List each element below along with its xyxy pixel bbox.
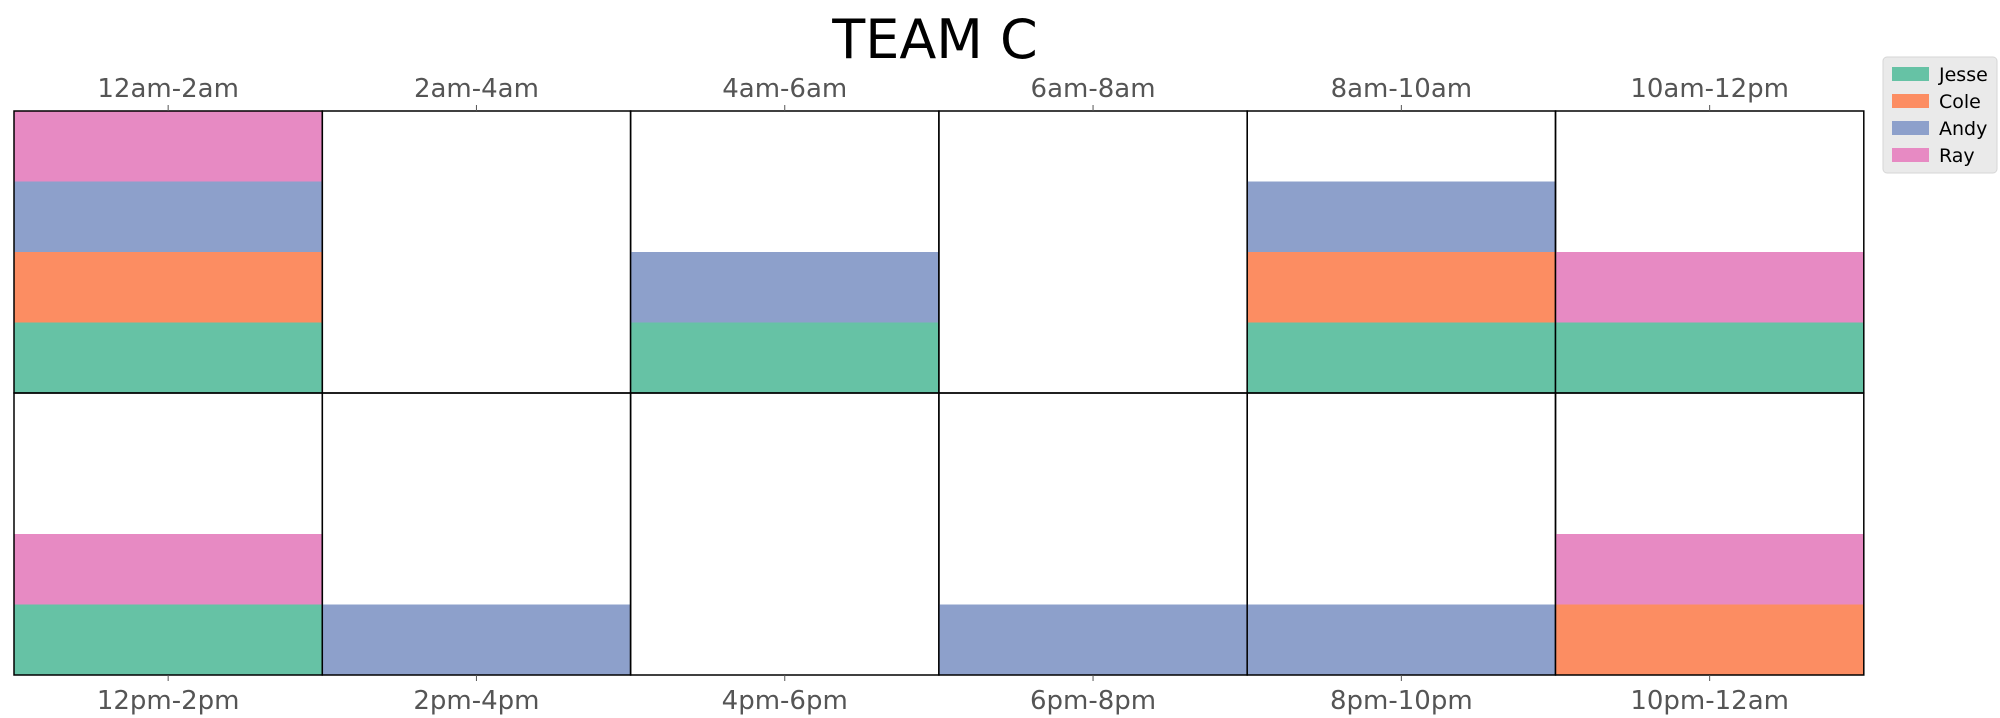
legend-swatch-jesse <box>1892 67 1929 81</box>
bar-segment-bottom-4-andy <box>938 604 1248 675</box>
legend-swatch-andy <box>1892 121 1929 135</box>
tick-label-top-5: 8am-10am <box>1331 74 1473 104</box>
tick-label-bottom-3: 4pm-6pm <box>722 686 848 716</box>
bar-segment-top-3-jesse <box>630 322 939 393</box>
bar-segment-bottom-1-ray <box>14 534 323 605</box>
bar-segment-top-1-jesse <box>14 322 323 393</box>
bar-segment-top-1-ray <box>14 111 323 182</box>
tick-label-top-4: 6am-8am <box>1031 74 1156 104</box>
bar-segment-top-1-andy <box>14 181 323 252</box>
bar-segment-top-6-ray <box>1555 252 1864 323</box>
tick-label-top-1: 12am-2am <box>97 74 239 104</box>
legend: Jesse Cole Andy Ray <box>1882 56 1998 174</box>
bar-segment-top-6-jesse <box>1555 322 1864 393</box>
tick-label-bottom-4: 6pm-8pm <box>1030 686 1156 716</box>
legend-label-jesse: Jesse <box>1938 64 1988 86</box>
tick-marks <box>167 105 1711 681</box>
chart-title: TEAM C <box>831 8 1038 71</box>
tick-label-top-3: 4am-6am <box>722 74 847 104</box>
bar-segment-top-3-andy <box>630 252 939 323</box>
legend-label-andy: Andy <box>1939 118 1987 140</box>
plot-cells <box>13 110 1865 676</box>
tick-labels: 12am-2am 2am-4am 4am-6am 6am-8am 8am-10am 10a… <box>97 74 1789 716</box>
bar-segment-top-5-andy <box>1247 181 1556 252</box>
legend-label-ray: Ray <box>1939 145 1975 167</box>
bar-segment-bottom-6-cole <box>1555 604 1864 675</box>
tick-label-bottom-1: 12pm-2pm <box>97 686 240 716</box>
legend-label-cole: Cole <box>1939 91 1981 113</box>
tick-label-bottom-6: 10pm-12am <box>1630 686 1789 716</box>
bar-segment-top-1-cole <box>14 252 323 323</box>
legend-frame <box>1882 56 1998 174</box>
bar-segment-bottom-6-ray <box>1555 534 1864 605</box>
tick-label-top-2: 2am-4am <box>414 74 539 104</box>
legend-swatch-ray <box>1892 148 1929 162</box>
bar-segment-top-5-jesse <box>1247 322 1556 393</box>
cell-border-top-2 <box>321 110 632 394</box>
tick-label-bottom-2: 2pm-4pm <box>413 686 539 716</box>
bar-segment-bottom-1-jesse <box>14 604 323 675</box>
tick-label-top-6: 10am-12pm <box>1630 74 1789 104</box>
bar-segment-top-5-cole <box>1247 252 1556 323</box>
bar-segment-bottom-2-andy <box>322 604 631 675</box>
cell-border-top-4 <box>938 110 1248 394</box>
tick-label-bottom-5: 8pm-10pm <box>1330 686 1473 716</box>
cell-border-bottom-3 <box>629 392 940 676</box>
bar-segment-bottom-5-andy <box>1247 604 1556 675</box>
legend-swatch-cole <box>1892 94 1929 108</box>
